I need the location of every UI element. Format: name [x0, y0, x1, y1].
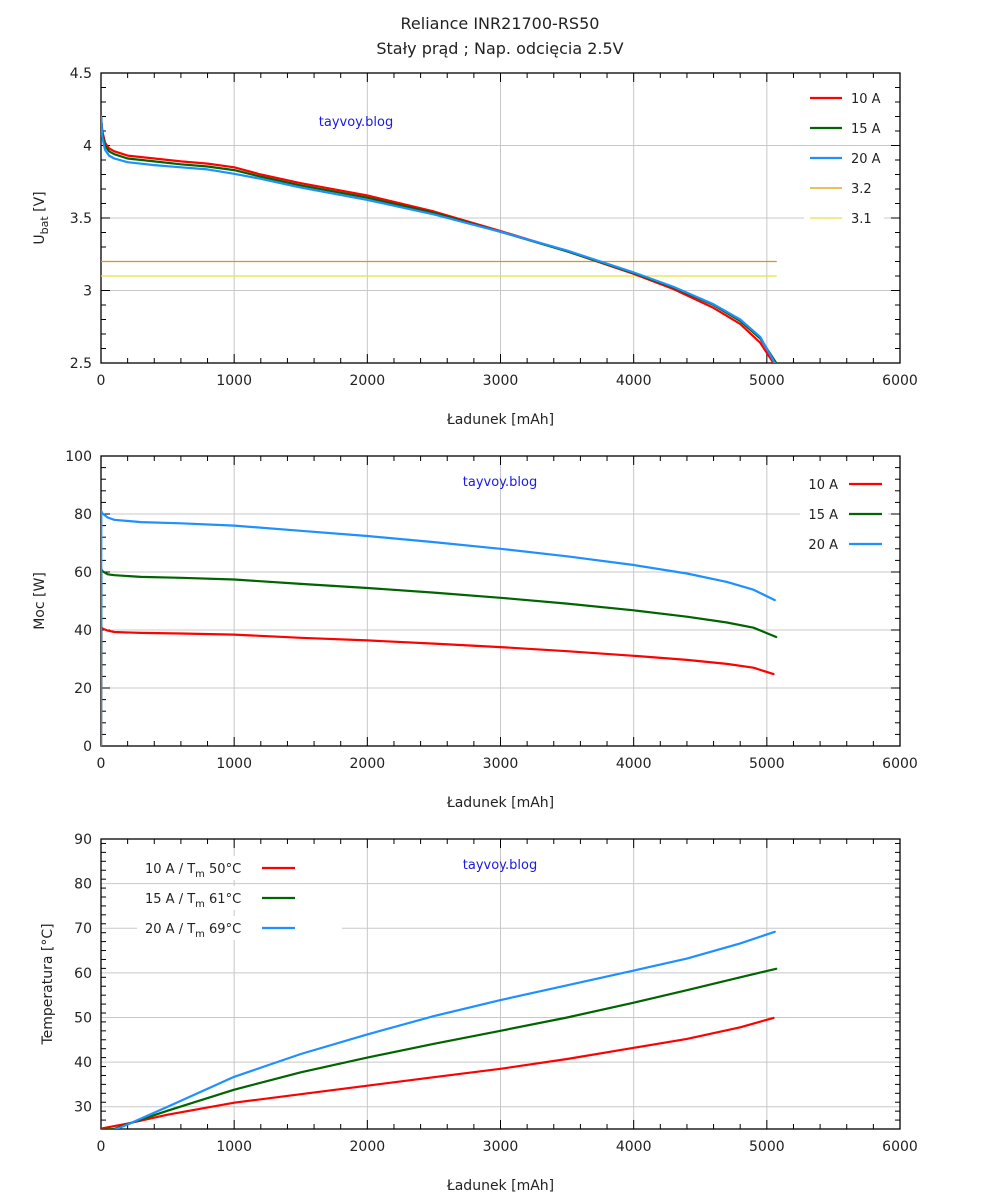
y-tick-label: 40: [74, 623, 92, 639]
x-tick-label: 0: [97, 1139, 106, 1155]
y-tick-label: 60: [74, 966, 92, 982]
series-line-15a: [101, 115, 778, 363]
x-tick-label: 1000: [216, 373, 252, 389]
x-tick-label: 6000: [882, 1139, 918, 1155]
legend-label: 15 A: [851, 122, 881, 137]
legend-label: 20 A / Tm 69°C: [145, 922, 241, 940]
legend-bg: [800, 504, 888, 526]
x-tick-label: 6000: [882, 756, 918, 772]
watermark: tayvoy.blog: [319, 115, 393, 130]
legend-label: 10 A / Tm 50°C: [145, 862, 241, 880]
x-tick-label: 1000: [216, 756, 252, 772]
series-line-20a: [101, 510, 776, 746]
series-line-15at: [101, 967, 778, 1129]
voltage-chart: 0 1000 2000 3000 4000 5000 6000 2.5 3 3.5 4 4.5 Ładu…: [32, 66, 918, 428]
legend-bg: [804, 118, 884, 140]
legend-item: 15 A: [804, 118, 884, 140]
y-tick-label: 90: [74, 832, 92, 848]
legend-item: 10 A: [800, 474, 888, 496]
y-tick-label: 40: [74, 1055, 92, 1071]
x-tick-label: 4000: [616, 1139, 652, 1155]
y-axis-label: Ubat [V]: [32, 191, 51, 244]
x-axis-label: Ładunek [mAh]: [446, 795, 554, 811]
series-line-20a: [101, 115, 776, 363]
y-axis-label: Temperatura [°C]: [40, 923, 56, 1045]
y-tick-label: 60: [74, 565, 92, 581]
series-line-20at: [111, 930, 776, 1129]
legend-label: 3.1: [851, 212, 872, 227]
x-tick-label: 1000: [216, 1139, 252, 1155]
watermark: tayvoy.blog: [463, 858, 537, 873]
legend-item: 15 A / Tm 61°C: [137, 886, 342, 910]
series-line-10a: [101, 115, 775, 363]
x-tick-label: 2000: [350, 373, 386, 389]
x-tick-label: 5000: [749, 756, 785, 772]
y-tick-label: 80: [74, 877, 92, 893]
legend-label: 20 A: [851, 152, 881, 167]
x-tick-label: 2000: [350, 1139, 386, 1155]
y-axis-label: Moc [W]: [32, 572, 48, 630]
legend-bg: [137, 916, 342, 940]
legend-item: 3.2: [804, 178, 884, 200]
series-line-10at: [101, 1016, 775, 1129]
x-tick-label: 0: [97, 373, 106, 389]
y-tick-label: 4: [83, 139, 92, 155]
legend-item: 10 A / Tm 50°C: [137, 856, 342, 880]
x-axis-label: Ładunek [mAh]: [446, 1178, 554, 1194]
x-tick-label: 3000: [483, 1139, 519, 1155]
x-tick-label: 2000: [350, 756, 386, 772]
legend-label: 10 A: [851, 92, 881, 107]
legend-item: 10 A: [804, 88, 884, 110]
legend-bg: [804, 148, 884, 170]
legend-bg: [804, 208, 884, 230]
x-tick-label: 4000: [616, 756, 652, 772]
legend-bg: [804, 88, 884, 110]
x-tick-label: 5000: [749, 1139, 785, 1155]
y-tick-label: 20: [74, 681, 92, 697]
legend-item: 20 A: [800, 534, 888, 556]
watermark: tayvoy.blog: [463, 475, 537, 490]
y-tick-label: 30: [74, 1100, 92, 1116]
legend-label: 15 A: [808, 508, 838, 523]
legend-item: 15 A: [800, 504, 888, 526]
x-tick-label: 6000: [882, 373, 918, 389]
legend-label: 10 A: [808, 478, 838, 493]
chart-title: Reliance INR21700-RS50: [401, 14, 600, 33]
y-tick-label: 70: [74, 921, 92, 937]
legend-label: 3.2: [851, 182, 872, 197]
y-tick-label: 50: [74, 1010, 92, 1026]
legend-label: 15 A / Tm 61°C: [145, 892, 241, 910]
x-tick-label: 0: [97, 756, 106, 772]
y-tick-label: 3: [83, 284, 92, 300]
x-tick-label: 5000: [749, 373, 785, 389]
legend-bg: [137, 856, 342, 880]
y-tick-label: 4.5: [70, 66, 92, 82]
legend-bg: [800, 474, 888, 496]
x-tick-label: 3000: [483, 373, 519, 389]
legend-item: 20 A / Tm 69°C: [137, 916, 342, 940]
series-line-15a: [101, 567, 778, 746]
temperature-chart: 0 1000 2000 3000 4000 5000 6000 30 40 50 60 70 80 90 Ł…: [40, 832, 918, 1194]
x-tick-label: 3000: [483, 756, 519, 772]
legend-bg: [137, 886, 342, 910]
y-tick-label: 2.5: [70, 356, 92, 372]
y-tick-label: 3.5: [70, 211, 92, 227]
legend-bg: [804, 178, 884, 200]
y-tick-label: 0: [83, 739, 92, 755]
series-line-10a: [101, 625, 775, 746]
x-axis-label: Ładunek [mAh]: [446, 412, 554, 428]
legend-bg: [800, 534, 888, 556]
y-tick-label: 100: [65, 449, 92, 465]
legend-item: 3.1: [804, 208, 884, 230]
y-tick-label: 80: [74, 507, 92, 523]
x-tick-label: 4000: [616, 373, 652, 389]
power-chart: 0 1000 2000 3000 4000 5000 6000 0 20 40 60 80 100 Ład…: [32, 449, 918, 811]
legend-label: 20 A: [808, 538, 838, 553]
legend-item: 20 A: [804, 148, 884, 170]
chart-subtitle: Stały prąd ; Nap. odcięcia 2.5V: [376, 39, 623, 58]
